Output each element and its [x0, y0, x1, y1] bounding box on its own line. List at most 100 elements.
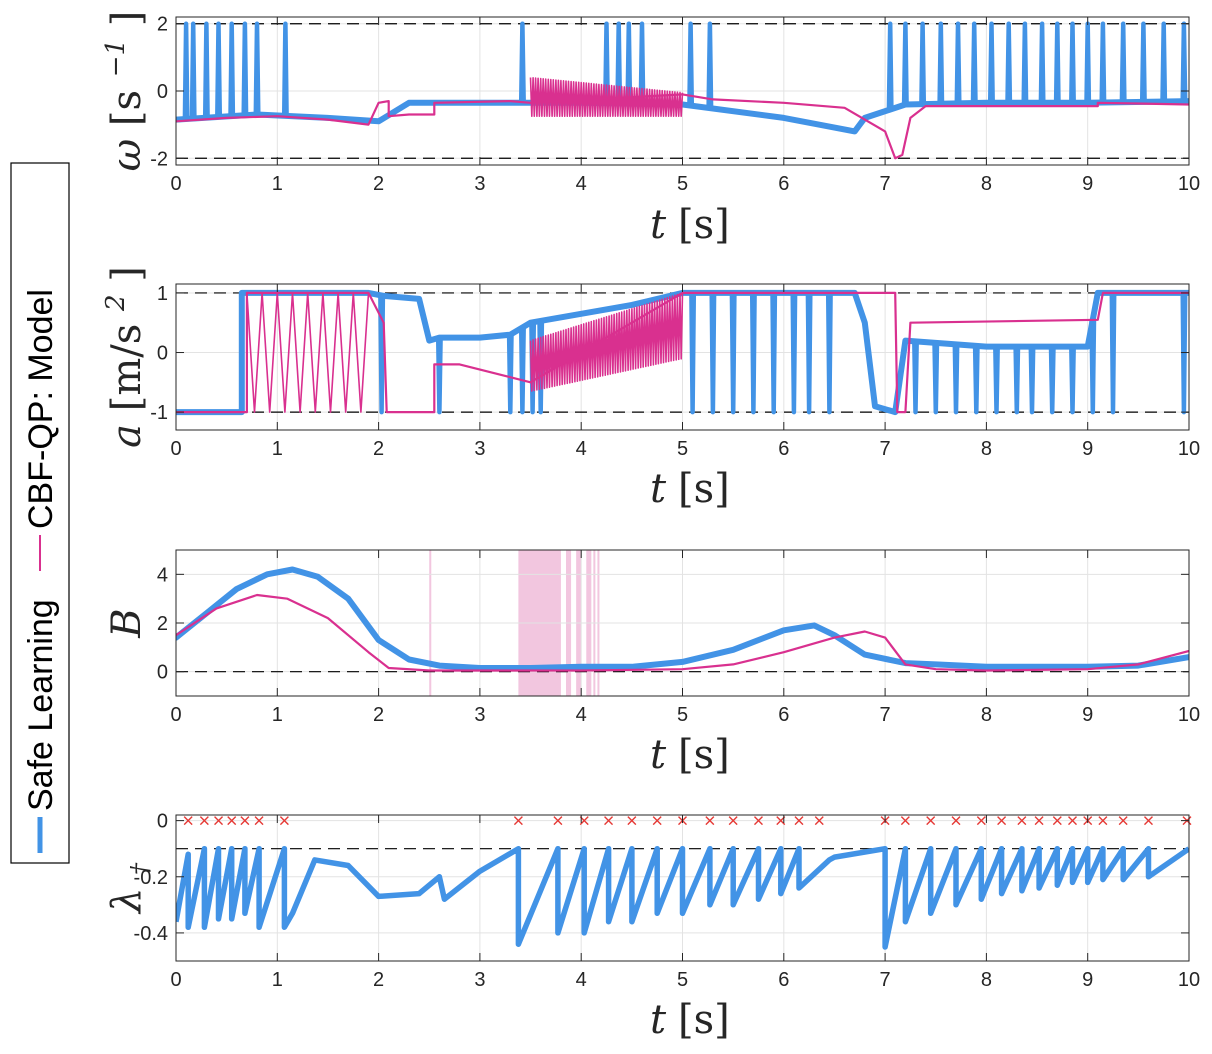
subplot-lambda: 0 1 2 3 4 5 6 7 8 9 10 0 -0.2 -0.4 t [s] λ † [104, 811, 1200, 1043]
x-axis-label-var: t [650, 997, 667, 1043]
x-marker [1143, 816, 1153, 826]
series-safe-learning-spike [1069, 346, 1076, 415]
x-tick-label: 3 [474, 704, 485, 726]
series-safe-learning-spike [615, 21, 623, 104]
y-axis-label-var: B [104, 608, 150, 638]
series-cbf-qp-line [176, 593, 1189, 672]
x-axis-label: t [s] [650, 732, 730, 778]
series-safe-learning-spike [970, 21, 978, 104]
series-safe-learning-spike [901, 21, 909, 105]
series-safe-learning-spike [253, 21, 261, 115]
x-tick-label: 1 [272, 173, 283, 195]
series-safe-learning-spike [435, 337, 443, 415]
x-tick-label: 10 [1178, 969, 1200, 991]
series-safe-learning-spike [1013, 346, 1021, 415]
y-axis-label: λ † [104, 862, 154, 915]
x-marker [627, 816, 637, 826]
x-axis-label-var: t [650, 202, 667, 248]
y-tick-label: 0 [157, 662, 168, 684]
series-safe-learning-spike [706, 21, 714, 109]
x-tick-label: 0 [170, 969, 181, 991]
series-safe-learning-spike [182, 21, 190, 120]
x-tick-label: 7 [880, 438, 891, 460]
x-tick-label: 2 [373, 969, 384, 991]
x-tick-label: 1 [272, 704, 283, 726]
x-tick-label: 5 [677, 704, 688, 726]
series-safe-learning-spike [1180, 21, 1188, 102]
series-safe-learning-spike [952, 344, 960, 415]
x-axis-label: t [s] [650, 466, 730, 512]
series-safe-learning-spike [886, 21, 894, 110]
series-safe-learning-spike [687, 21, 695, 106]
x-tick-label: 7 [880, 173, 891, 195]
series-layer [176, 845, 1189, 950]
series-safe-learning-spike [1089, 319, 1097, 415]
x-tick-label: 0 [170, 438, 181, 460]
svg-text:ω [s −1: ω [s −1 ] [88, 11, 150, 172]
y-axis-label-unit: [m/s [104, 324, 150, 412]
x-marker [951, 816, 961, 826]
series-cbf-qp-oscillation-1 [529, 292, 684, 392]
x-tick-label: 6 [778, 438, 789, 460]
y-tick-label: 0 [157, 343, 168, 365]
series-safe-learning-line [176, 845, 1189, 950]
series-safe-learning-spike [378, 295, 386, 415]
x-tick-label: 10 [1178, 704, 1200, 726]
series-safe-learning-spike [603, 21, 610, 104]
series-layer [176, 21, 1189, 160]
x-axis-label-unit: [s] [678, 997, 730, 1043]
ticks: 0 1 2 3 4 5 6 7 8 9 10 4 2 0 [157, 550, 1200, 726]
x-tick-label: 0 [170, 173, 181, 195]
x-marker [240, 816, 250, 826]
y-tick-label: -0.4 [134, 923, 168, 945]
y-axis-label-var: a [104, 424, 150, 448]
x-tick-label: 8 [981, 704, 992, 726]
x-marker [254, 816, 264, 826]
x-marker [728, 816, 738, 826]
x-marker [926, 816, 936, 826]
x-tick-label: 2 [373, 704, 384, 726]
x-marker [1098, 816, 1108, 826]
series-safe-learning-spike [215, 21, 223, 117]
series-safe-learning-line [176, 566, 1189, 671]
y-axis-label: a [m/s 2 ] [101, 266, 150, 448]
x-tick-label: 9 [1082, 704, 1093, 726]
x-marker [214, 816, 224, 826]
series-safe-learning-spike [241, 21, 249, 116]
series-safe-learning-spike [729, 292, 737, 415]
series-safe-learning-spike [1139, 21, 1147, 102]
x-axis-label-var: t [650, 466, 667, 512]
y-tick-label: -0.2 [134, 867, 168, 889]
series-safe-learning-spike [1069, 21, 1076, 103]
x-tick-label: 10 [1178, 173, 1200, 195]
series-safe-learning-spike [1005, 21, 1013, 103]
series-safe-learning-spike [1084, 21, 1092, 103]
x-marker [199, 816, 209, 826]
x-axis-label: t [s] [650, 997, 730, 1043]
x-tick-label: 6 [778, 969, 789, 991]
series-safe-learning-spike [518, 327, 526, 415]
series-safe-learning-spike [932, 342, 940, 415]
x-tick-label: 6 [778, 173, 789, 195]
series-safe-learning-spike [749, 292, 757, 415]
series-safe-learning-spike [689, 292, 697, 415]
y-axis-label-close: ] [104, 266, 150, 282]
series-safe-learning-spike [1048, 346, 1056, 415]
series-safe-learning-spike [825, 292, 833, 415]
x-axis-label: t [s] [650, 202, 730, 248]
series-safe-learning-spike [518, 21, 526, 103]
y-tick-label: 1 [157, 283, 168, 305]
series-safe-learning-spike [202, 21, 210, 118]
x-marker [976, 816, 986, 826]
x-axis-label-var: t [650, 732, 667, 778]
bound-lines [176, 23, 1189, 159]
x-marker [753, 816, 763, 826]
subplot-barrier: 0 1 2 3 4 5 6 7 8 9 10 4 2 0 t [s] B [104, 549, 1200, 778]
y-axis-label: B [104, 608, 150, 638]
y-axis-label-sub: † [126, 862, 154, 875]
x-marker [279, 816, 289, 826]
series-safe-learning-spike [1109, 292, 1117, 415]
x-tick-label: 0 [170, 704, 181, 726]
